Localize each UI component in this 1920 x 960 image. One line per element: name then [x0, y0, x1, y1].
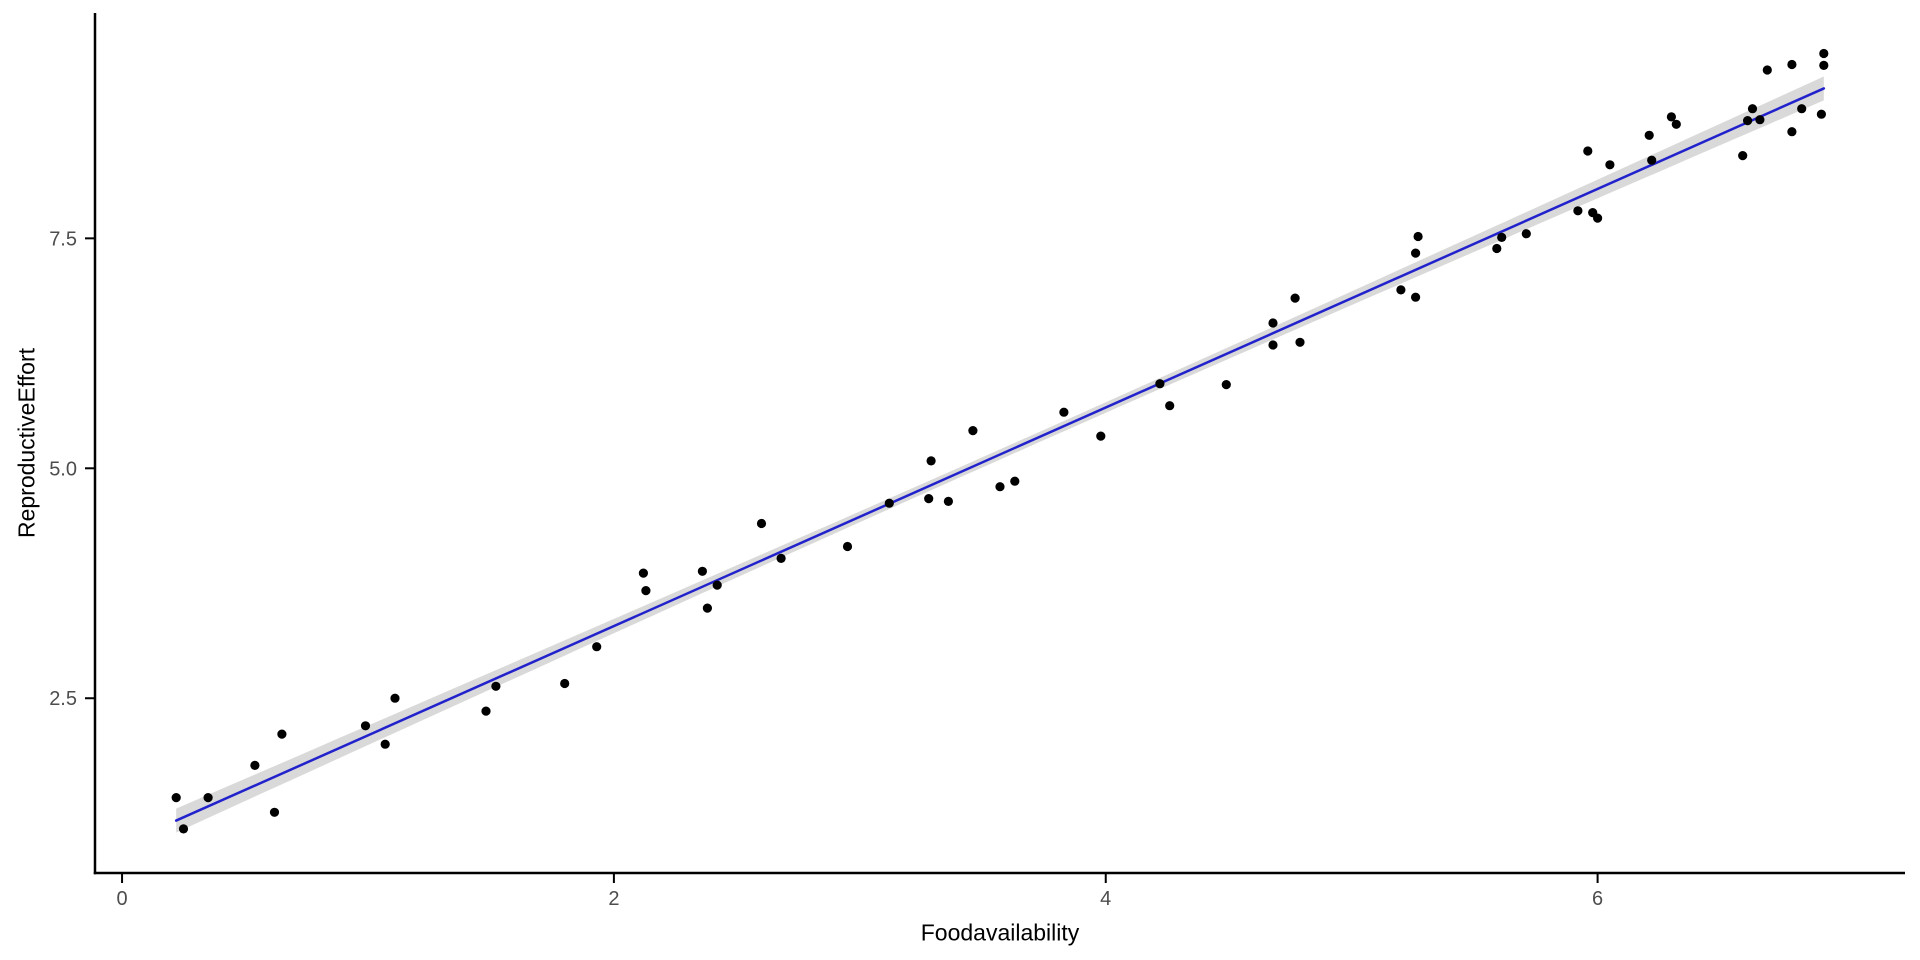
data-point: [1497, 232, 1507, 242]
data-point: [1268, 340, 1278, 350]
data-point: [1797, 104, 1807, 114]
data-point: [1290, 293, 1300, 303]
data-point: [203, 793, 213, 803]
data-point: [171, 793, 181, 803]
regression-line: [174, 87, 1826, 822]
data-point: [943, 496, 954, 506]
data-point: [884, 498, 894, 508]
data-point: [1583, 146, 1593, 156]
data-point: [1396, 285, 1406, 295]
data-point: [842, 541, 853, 552]
data-point: [1605, 160, 1615, 170]
data-point: [776, 553, 786, 564]
data-point: [1787, 59, 1797, 70]
data-point: [380, 739, 390, 749]
data-point: [1738, 151, 1748, 161]
data-point: [1165, 401, 1175, 411]
x-tick-label: 6: [1592, 888, 1603, 910]
y-axis-title: ReproductiveEffort: [13, 347, 40, 539]
data-point: [697, 566, 708, 576]
data-point: [712, 580, 722, 590]
x-tick-label: 2: [608, 888, 619, 910]
data-point: [1755, 115, 1765, 125]
data-point: [592, 642, 602, 652]
data-point: [926, 456, 936, 466]
data-point: [756, 518, 767, 529]
data-point: [1819, 60, 1829, 70]
y-tick-label: 7.5: [49, 228, 77, 250]
data-point: [1819, 48, 1829, 59]
data-point: [1743, 116, 1753, 126]
data-point: [178, 824, 189, 834]
data-point: [1787, 127, 1797, 137]
data-point: [702, 603, 713, 613]
y-tick-label: 5.0: [49, 458, 77, 480]
data-point: [1010, 476, 1020, 486]
data-point: [1059, 407, 1069, 417]
data-point: [481, 706, 491, 716]
data-point: [1816, 109, 1826, 119]
data-point: [1666, 112, 1676, 122]
data-point: [1647, 155, 1657, 165]
data-point: [1593, 213, 1603, 223]
data-point: [1411, 292, 1421, 302]
data-point: [641, 586, 651, 596]
data-point: [1671, 119, 1681, 129]
data-point: [995, 482, 1005, 492]
data-point: [491, 681, 501, 691]
data-point: [924, 494, 934, 504]
data-point: [1155, 379, 1165, 389]
data-point: [1295, 337, 1305, 347]
x-axis-title: Foodavailability: [920, 919, 1080, 946]
data-point: [1413, 231, 1423, 242]
y-tick-label: 2.5: [49, 688, 77, 710]
data-point: [1492, 243, 1502, 254]
data-point: [1747, 104, 1758, 114]
data-point: [1221, 380, 1231, 390]
data-point: [250, 760, 260, 771]
data-point: [269, 807, 280, 817]
data-point: [1411, 248, 1421, 258]
data-point: [560, 678, 570, 689]
data-point: [277, 729, 287, 739]
data-point: [1096, 431, 1106, 441]
data-point: [1268, 318, 1278, 328]
x-tick-label: 0: [116, 888, 127, 910]
x-tick-label: 4: [1100, 888, 1111, 910]
data-point: [638, 568, 649, 578]
data-point: [1762, 65, 1772, 75]
data-point: [1573, 206, 1583, 216]
data-point: [390, 693, 400, 703]
data-point: [968, 426, 978, 436]
data-point: [1644, 130, 1654, 140]
data-point: [360, 721, 371, 731]
data-point: [1521, 229, 1531, 239]
